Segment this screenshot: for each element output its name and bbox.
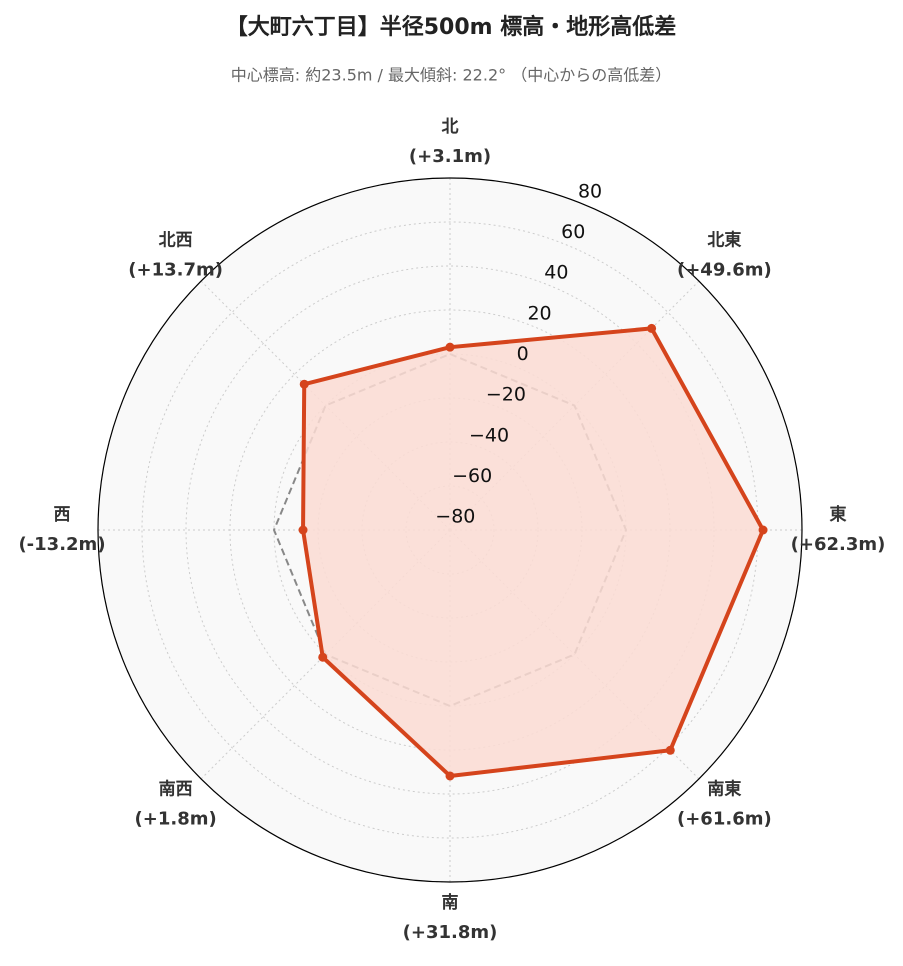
category-label: 東 — [830, 504, 847, 525]
outer-circle — [97, 177, 803, 883]
value-label: (+13.7m) — [128, 260, 223, 281]
data-point — [299, 379, 309, 389]
series-area — [303, 328, 764, 776]
data-point — [758, 525, 768, 535]
r-tick-label: −80 — [435, 506, 475, 528]
value-label: (+61.6m) — [677, 808, 772, 829]
r-tick-label: 40 — [544, 262, 568, 284]
data-point — [665, 745, 675, 755]
value-label: (-13.2m) — [18, 534, 105, 555]
category-label: 北東 — [707, 230, 741, 251]
category-label: 南 — [442, 892, 459, 913]
data-point — [318, 652, 328, 662]
chart-subtitle: 中心標高: 約23.5m / 最大傾斜: 22.2° （中心からの高低差） — [231, 66, 671, 85]
value-label: (+31.8m) — [403, 922, 498, 943]
category-label: 南西 — [159, 778, 193, 799]
data-point — [445, 771, 455, 781]
category-label: 南東 — [707, 778, 741, 799]
chart-title: 【大町六丁目】半径500m 標高・地形高低差 — [226, 14, 677, 40]
value-label: (+49.6m) — [677, 260, 772, 281]
r-tick-label: −20 — [486, 384, 526, 406]
r-tick-label: 20 — [527, 302, 551, 324]
category-label: 北 — [442, 117, 459, 137]
data-point — [445, 342, 455, 352]
data-point — [647, 323, 657, 333]
data-point — [298, 525, 308, 535]
r-tick-label: 80 — [578, 180, 602, 202]
value-label: (+1.8m) — [135, 808, 217, 829]
r-tick-label: 0 — [517, 343, 529, 365]
value-label: (+3.1m) — [409, 146, 491, 167]
r-tick-label: −60 — [452, 465, 492, 487]
category-label: 北西 — [159, 231, 193, 251]
r-tick-label: 60 — [561, 221, 585, 243]
value-label: (+62.3m) — [791, 534, 886, 555]
category-label: 西 — [54, 505, 71, 525]
r-tick-label: −40 — [469, 424, 509, 446]
